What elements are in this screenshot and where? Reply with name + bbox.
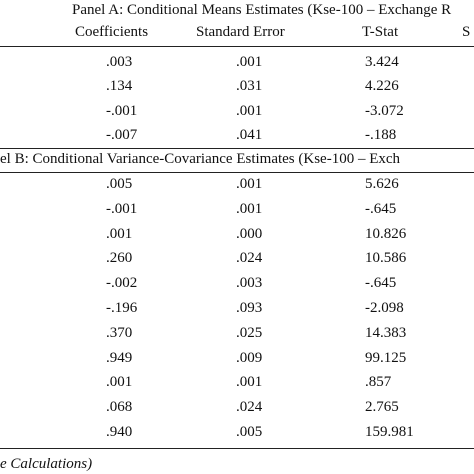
rule (0, 46, 474, 47)
column-header: Standard Error (196, 24, 285, 40)
rule (0, 148, 474, 149)
cell: .001 (236, 176, 263, 192)
cell: .949 (106, 349, 133, 366)
cell: .001 (236, 54, 263, 70)
panel-b-title: el B: Conditional Variance-Covariance Es… (0, 151, 401, 167)
cell: .370 (106, 324, 133, 341)
cell: -.645 (365, 200, 397, 217)
cell: .024 (236, 250, 263, 267)
cell: -.645 (365, 275, 397, 292)
cell: .093 (236, 300, 263, 316)
cell: 5.626 (365, 176, 399, 192)
cell: .001 (236, 200, 263, 217)
cell: .260 (106, 250, 133, 267)
column-header: S (462, 24, 471, 40)
cell: -2.098 (365, 300, 404, 316)
cell: 3.424 (365, 54, 399, 70)
cell: .005 (106, 176, 133, 192)
cell: .134 (106, 78, 133, 95)
cell: .031 (236, 78, 263, 95)
cell: 14.383 (365, 324, 407, 341)
footer-note: e Calculations) (0, 456, 93, 472)
cell: .003 (236, 275, 263, 292)
cell: .025 (236, 324, 263, 341)
cell: .009 (236, 349, 263, 366)
cell: 99.125 (365, 349, 407, 366)
column-header: T-Stat (362, 24, 399, 40)
cell: .001 (236, 374, 263, 391)
cell: -3.072 (365, 102, 404, 119)
cell: -.001 (106, 102, 138, 119)
panel-a-title: Panel A: Conditional Means Estimates (Ks… (72, 2, 452, 18)
cell: .857 (365, 374, 392, 391)
cell: .003 (106, 54, 133, 70)
rule (0, 448, 474, 449)
cell: .001 (236, 102, 263, 119)
cell: 2.765 (365, 399, 399, 416)
cell: .005 (236, 424, 263, 440)
cell: .041 (236, 126, 263, 143)
cell: 159.981 (365, 424, 414, 440)
cell: 4.226 (365, 78, 399, 95)
rule (0, 172, 474, 173)
cell: .068 (106, 399, 133, 416)
cell: -.196 (106, 300, 138, 316)
cell: -.001 (106, 200, 138, 217)
cell: .000 (236, 225, 263, 242)
cell: .001 (106, 225, 133, 242)
cell: -.188 (365, 126, 397, 143)
cell: .024 (236, 399, 263, 416)
cell: -.007 (106, 126, 138, 143)
column-header: Coefficients (75, 24, 149, 40)
cell: -.002 (106, 275, 138, 292)
cell: .940 (106, 424, 133, 440)
cell: 10.826 (365, 225, 407, 242)
cell: .001 (106, 374, 133, 391)
cell: 10.586 (365, 250, 407, 267)
